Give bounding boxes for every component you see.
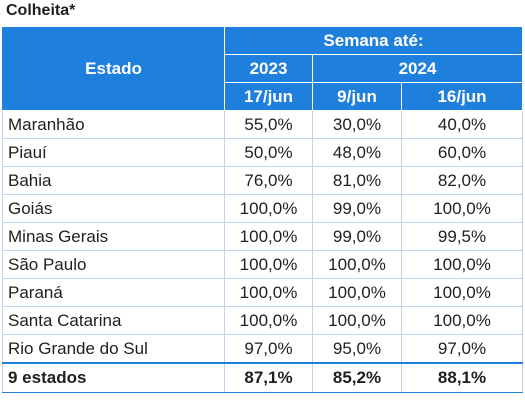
- harvest-table: Estado Semana até: 2023 2024 17/jun 9/ju…: [2, 26, 524, 393]
- cell-value: 97,0%: [224, 334, 313, 364]
- cell-value: 50,0%: [224, 138, 313, 167]
- header-year-2023: 2023: [224, 54, 313, 83]
- header-date-2: 9/jun: [312, 82, 402, 111]
- cell-value: 55,0%: [224, 110, 313, 139]
- cell-value: 100,0%: [312, 306, 402, 335]
- total-row: 9 estados 87,1% 85,2% 88,1%: [2, 362, 524, 393]
- total-value: 85,2%: [312, 362, 402, 393]
- cell-value: 82,0%: [401, 166, 524, 195]
- state-name: Goiás: [2, 194, 225, 223]
- cell-value: 100,0%: [401, 306, 524, 335]
- table-row: Piauí 50,0% 48,0% 60,0%: [2, 138, 524, 167]
- cell-value: 48,0%: [312, 138, 402, 167]
- total-value: 87,1%: [224, 362, 313, 393]
- cell-value: 100,0%: [401, 250, 524, 279]
- cell-value: 60,0%: [401, 138, 524, 167]
- header-estado: Estado: [2, 26, 225, 111]
- table-row: Bahia 76,0% 81,0% 82,0%: [2, 166, 524, 195]
- state-name: Paraná: [2, 278, 225, 307]
- table-row: Rio Grande do Sul 97,0% 95,0% 97,0%: [2, 334, 524, 364]
- table-row: Paraná 100,0% 100,0% 100,0%: [2, 278, 524, 307]
- state-name: Bahia: [2, 166, 225, 195]
- cell-value: 100,0%: [224, 250, 313, 279]
- header-year-2024: 2024: [311, 54, 524, 83]
- cell-value: 100,0%: [224, 194, 313, 223]
- table-title: Colheita*: [6, 2, 76, 19]
- total-value: 88,1%: [401, 362, 524, 393]
- state-name: Minas Gerais: [2, 222, 225, 251]
- table-row: São Paulo 100,0% 100,0% 100,0%: [2, 250, 524, 279]
- cell-value: 95,0%: [312, 334, 402, 364]
- cell-value: 100,0%: [224, 278, 313, 307]
- header-date-3: 16/jun: [400, 82, 524, 111]
- cell-value: 97,0%: [401, 334, 524, 364]
- table-row: Minas Gerais 100,0% 99,0% 99,5%: [2, 222, 524, 251]
- cell-value: 30,0%: [312, 110, 402, 139]
- cell-value: 100,0%: [401, 278, 524, 307]
- state-name: Santa Catarina: [2, 306, 225, 335]
- cell-value: 100,0%: [401, 194, 524, 223]
- header-date-1: 17/jun: [224, 82, 313, 111]
- state-name: São Paulo: [2, 250, 225, 279]
- cell-value: 100,0%: [312, 250, 402, 279]
- header-semana: Semana até:: [223, 26, 524, 55]
- table-row: Santa Catarina 100,0% 100,0% 100,0%: [2, 306, 524, 335]
- total-label: 9 estados: [2, 362, 225, 393]
- state-name: Piauí: [2, 138, 225, 167]
- cell-value: 99,0%: [312, 222, 402, 251]
- cell-value: 81,0%: [312, 166, 402, 195]
- cell-value: 100,0%: [312, 278, 402, 307]
- cell-value: 99,5%: [401, 222, 524, 251]
- cell-value: 76,0%: [224, 166, 313, 195]
- cell-value: 40,0%: [401, 110, 524, 139]
- cell-value: 99,0%: [312, 194, 402, 223]
- cell-value: 100,0%: [224, 306, 313, 335]
- cell-value: 100,0%: [224, 222, 313, 251]
- state-name: Maranhão: [2, 110, 225, 139]
- state-name: Rio Grande do Sul: [2, 334, 225, 364]
- table-row: Maranhão 55,0% 30,0% 40,0%: [2, 110, 524, 139]
- table-row: Goiás 100,0% 99,0% 100,0%: [2, 194, 524, 223]
